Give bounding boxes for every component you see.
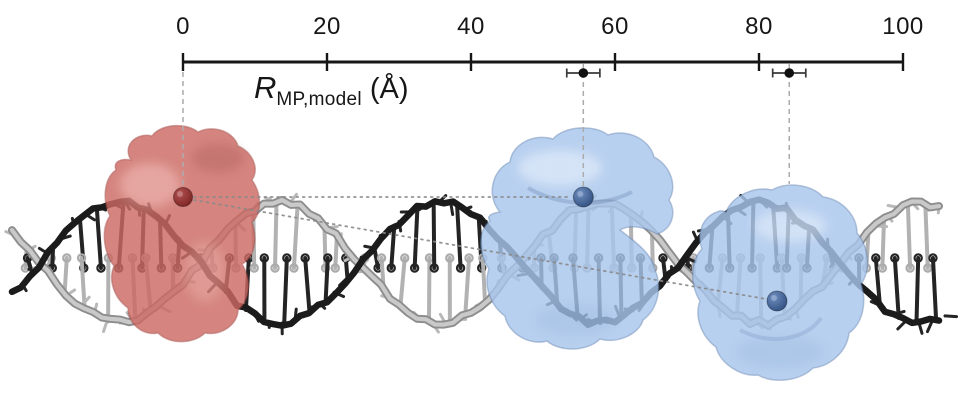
surface-shadow — [535, 304, 615, 336]
axis-symbol: R — [254, 70, 277, 105]
base-ring — [913, 253, 923, 263]
axis-subscript: MP,model — [276, 89, 362, 110]
base-stick — [431, 201, 437, 270]
base-ring — [658, 253, 668, 263]
blue-metal-center-1 — [572, 186, 594, 208]
base-ring — [330, 263, 340, 273]
base-ring — [871, 253, 881, 263]
stick — [925, 319, 934, 334]
surface-highlight — [120, 163, 180, 207]
surface-highlight — [518, 150, 602, 186]
axis-tick-label-0: 0 — [176, 13, 190, 40]
base-ring — [429, 263, 439, 273]
red-metal-center — [173, 187, 193, 207]
blue-probe-surface-2 — [692, 184, 869, 381]
sphere-highlight — [771, 295, 777, 301]
surface-highlight — [754, 210, 826, 242]
axis-title: RMP,model (Å) — [254, 70, 409, 111]
sphere-highlight — [177, 191, 183, 197]
base-stick — [282, 256, 289, 325]
surface-shadow — [192, 144, 244, 172]
base-stick — [873, 256, 882, 308]
base-ring — [877, 263, 888, 273]
base-ring — [259, 253, 269, 263]
blue-probe-outline-1 — [480, 127, 674, 350]
base-stick — [905, 202, 913, 270]
base-stick — [389, 223, 397, 270]
probe-surfaces — [103, 124, 869, 381]
axis-tick-label-20: 20 — [313, 13, 341, 40]
base-stick — [273, 201, 279, 270]
base-ring — [923, 263, 933, 273]
stick — [449, 202, 455, 216]
base-ring — [445, 253, 455, 263]
base-stick — [649, 229, 655, 270]
red-probe-surface — [103, 124, 261, 343]
metal-centers — [173, 186, 788, 312]
base-ring — [890, 253, 900, 263]
base-stick — [291, 204, 300, 270]
axis-tick-label-100: 100 — [882, 13, 924, 40]
base-ring — [270, 263, 280, 273]
base-ring — [323, 253, 333, 263]
surface-shadow — [735, 336, 825, 368]
base-stick — [463, 256, 472, 318]
base-ring — [409, 263, 420, 273]
base-ring — [464, 253, 474, 263]
base-stick — [480, 256, 487, 304]
distance-connectors — [193, 196, 767, 300]
base-stick — [930, 256, 939, 323]
base-stick — [914, 256, 921, 325]
base-ring — [386, 263, 396, 273]
axis-tick-label-40: 40 — [457, 13, 485, 40]
base-stick — [398, 256, 407, 308]
base-stick — [62, 256, 69, 294]
blue-probe-outline-2 — [692, 184, 869, 381]
axis-tick-label-60: 60 — [601, 13, 629, 40]
axis-unit: (Å) — [369, 73, 409, 105]
base-ring — [905, 263, 915, 273]
axis-tick-label-80: 80 — [745, 13, 773, 40]
base-ring — [62, 253, 72, 263]
base-ring — [400, 253, 410, 263]
blue-probe-surface-1 — [480, 127, 674, 350]
base-ring — [376, 253, 387, 263]
base-stick — [923, 201, 930, 270]
base-ring — [928, 253, 938, 263]
stick — [102, 319, 109, 333]
stick — [943, 314, 959, 319]
scale-axis — [181, 53, 905, 71]
measured-points — [565, 68, 807, 78]
axis-guides — [182, 64, 790, 189]
base-ring — [249, 263, 259, 273]
base-ring — [300, 253, 310, 263]
base-ring — [282, 253, 292, 263]
data-point-2 — [784, 68, 795, 78]
blue-metal-center-2 — [766, 290, 788, 312]
data-point-1 — [578, 68, 589, 78]
base-ring — [76, 253, 87, 263]
base-stick — [323, 256, 330, 303]
surface-highlight — [185, 242, 225, 302]
base-stick — [303, 256, 312, 316]
base-ring — [96, 263, 106, 273]
sphere-highlight — [577, 191, 584, 197]
base-ring — [455, 263, 466, 273]
base-ring — [289, 263, 299, 273]
base-stick — [455, 204, 463, 270]
connector-red-to-blue2 — [193, 199, 767, 300]
base-stick — [892, 256, 901, 320]
base-stick — [94, 207, 103, 270]
